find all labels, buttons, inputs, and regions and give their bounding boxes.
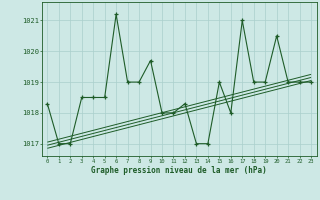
X-axis label: Graphe pression niveau de la mer (hPa): Graphe pression niveau de la mer (hPa): [91, 166, 267, 175]
